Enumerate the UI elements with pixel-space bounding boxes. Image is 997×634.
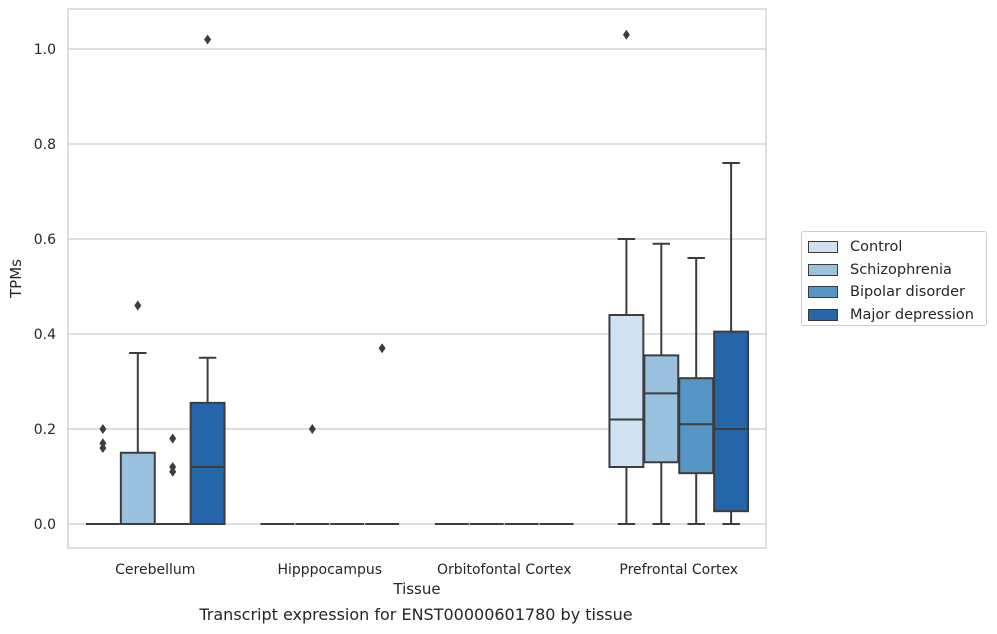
box-major-depression <box>365 343 400 525</box>
y-tick-label: 1.0 <box>34 42 56 58</box>
y-tick-label: 0.8 <box>34 137 56 153</box>
box-bipolar-disorder <box>155 433 190 525</box>
x-axis-title: Tissue <box>392 580 440 598</box>
legend-swatch-bipolar-disorder <box>808 286 838 299</box>
box-schizophrenia <box>295 424 330 525</box>
legend-item-control: Control <box>808 236 986 259</box>
outlier-point <box>99 424 107 434</box>
box-schizophrenia <box>119 300 156 525</box>
x-tick-label: Prefrontal Cortex <box>619 562 738 578</box>
outlier-point <box>169 466 177 477</box>
outlier-point <box>622 29 630 40</box>
y-tick-label: 0.2 <box>34 422 56 438</box>
box-bipolar-disorder <box>678 257 715 525</box>
box-body <box>678 377 715 475</box>
legend-label-control: Control <box>850 239 903 256</box>
box-marks <box>85 29 750 525</box>
legend-label-schizophrenia: Schizophrenia <box>850 261 952 278</box>
box-major-depression <box>189 34 226 525</box>
chart-caption: Transcript expression for ENST0000060178… <box>199 605 633 624</box>
box-body <box>713 330 750 513</box>
box-body <box>608 314 645 468</box>
legend-swatch-schizophrenia <box>808 263 838 276</box>
y-tick-labels: 0.0 0.2 0.4 0.6 0.8 1.0 <box>34 42 56 533</box>
outlier-point <box>99 443 107 453</box>
legend-item-bipolar-disorder: Bipolar disorder <box>808 281 986 304</box>
box-control <box>608 29 645 525</box>
legend: Control Schizophrenia Bipolar disorder M… <box>801 231 987 326</box>
legend-label-bipolar-disorder: Bipolar disorder <box>850 284 965 301</box>
legend-item-major-depression: Major depression <box>808 304 986 327</box>
box-major-depression <box>713 162 750 525</box>
outlier-point <box>308 424 316 434</box>
outlier-point <box>169 433 177 444</box>
box-control <box>85 424 120 525</box>
x-tick-label: Cerebellum <box>115 562 195 578</box>
outlier-point <box>134 300 142 311</box>
grid-lines <box>68 48 766 525</box>
x-tick-label: Orbitofontal Cortex <box>437 562 572 578</box>
y-tick-label: 0.6 <box>34 232 56 248</box>
legend-item-schizophrenia: Schizophrenia <box>808 259 986 282</box>
y-axis-title: TPMs <box>7 259 25 299</box>
legend-label-major-depression: Major depression <box>850 306 974 323</box>
outlier-point <box>204 34 212 45</box>
outlier-point <box>378 343 386 354</box>
y-tick-label: 0.0 <box>34 517 56 533</box>
plot-area <box>67 8 767 549</box>
box-body <box>189 401 226 525</box>
x-tick-label: Hipppocampus <box>277 562 382 578</box>
x-tick-labels: Cerebellum Hipppocampus Orbitofontal Corte… <box>115 562 738 578</box>
legend-swatch-control <box>808 241 838 254</box>
y-tick-label: 0.4 <box>34 327 56 343</box>
box-schizophrenia <box>643 242 680 525</box>
legend-swatch-major-depression <box>808 308 838 321</box>
box-body <box>643 354 680 464</box>
box-body <box>119 451 156 525</box>
